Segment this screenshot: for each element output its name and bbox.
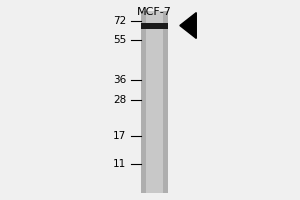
Polygon shape bbox=[180, 13, 196, 38]
Text: 36: 36 bbox=[113, 75, 126, 85]
Text: 11: 11 bbox=[113, 159, 126, 169]
Bar bbox=[141, 23, 168, 28]
Text: 17: 17 bbox=[113, 131, 126, 141]
Bar bbox=[141, 11, 146, 193]
Text: 72: 72 bbox=[113, 16, 126, 26]
Text: 55: 55 bbox=[113, 35, 126, 45]
Bar bbox=[141, 11, 168, 193]
Text: 28: 28 bbox=[113, 95, 126, 105]
Text: MCF-7: MCF-7 bbox=[137, 7, 172, 17]
Bar bbox=[163, 11, 168, 193]
